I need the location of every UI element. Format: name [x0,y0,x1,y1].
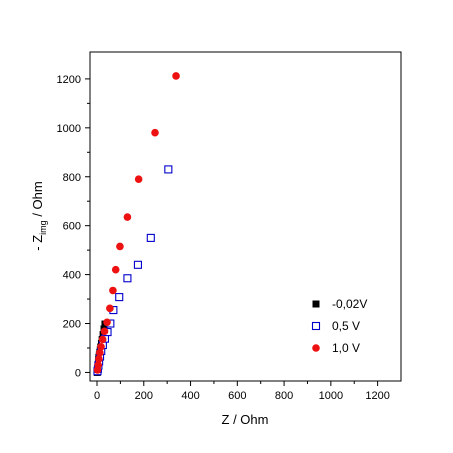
y-axis-title-subscript: img [38,220,48,235]
data-point [116,242,124,251]
x-tick-label: 600 [228,390,246,402]
series-3 [93,72,180,374]
data-points [93,72,180,376]
data-point [123,213,132,221]
y-tick-label: 400 [63,270,81,282]
data-point [115,293,124,302]
y-tick-label: 1000 [57,123,81,135]
data-point [96,349,104,357]
data-point [94,361,102,369]
legend-marker [312,300,320,308]
legend-label: 0,5 V [332,319,360,333]
data-point [106,304,114,313]
data-point [109,286,117,295]
data-point [103,318,111,327]
data-point [151,128,159,137]
y-tick-label: 200 [63,319,81,331]
legend-marker [312,344,320,352]
legend-item: 1,0 V [312,341,360,355]
y-axis-title-tail: / Ohm [30,181,45,220]
data-point [111,265,120,274]
data-point [97,342,105,351]
y-tick-label: 600 [63,221,81,233]
data-point [172,72,180,80]
legend-label: 1,0 V [332,341,360,355]
x-tick-label: 1200 [365,390,389,402]
y-tick-label: 0 [75,367,81,379]
y-tick-label: 800 [63,172,81,184]
y-axis-title-main: - Z [30,235,45,251]
legend-label: -0,02V [332,297,367,311]
plot-frame [89,51,402,382]
x-axis-title: Z / Ohm [222,412,269,427]
x-tick-label: 200 [135,390,153,402]
y-axis-ticks: 0 200 400 600 800 1000 1200 [57,74,90,379]
data-point [134,175,143,183]
data-point [133,260,142,269]
data-point [164,165,173,174]
x-axis-ticks: 0 200 400 600 800 1000 1200 [94,381,390,402]
legend-item: 0,5 V [311,319,360,333]
y-tick-label: 1200 [57,74,81,86]
legend-marker [311,321,321,331]
x-tick-label: 400 [181,390,199,402]
x-tick-label: 1000 [319,390,343,402]
legend: -0,02V 0,5 V 1,0 V [311,297,367,355]
legend-item: -0,02V [312,297,367,311]
data-point [123,274,132,283]
y-axis-title: - Zimg / Ohm [30,181,48,250]
data-point [146,233,155,242]
x-tick-label: 0 [94,390,100,402]
data-point [95,355,103,363]
data-point [98,335,107,344]
x-tick-label: 800 [275,390,293,402]
data-point [100,327,109,336]
